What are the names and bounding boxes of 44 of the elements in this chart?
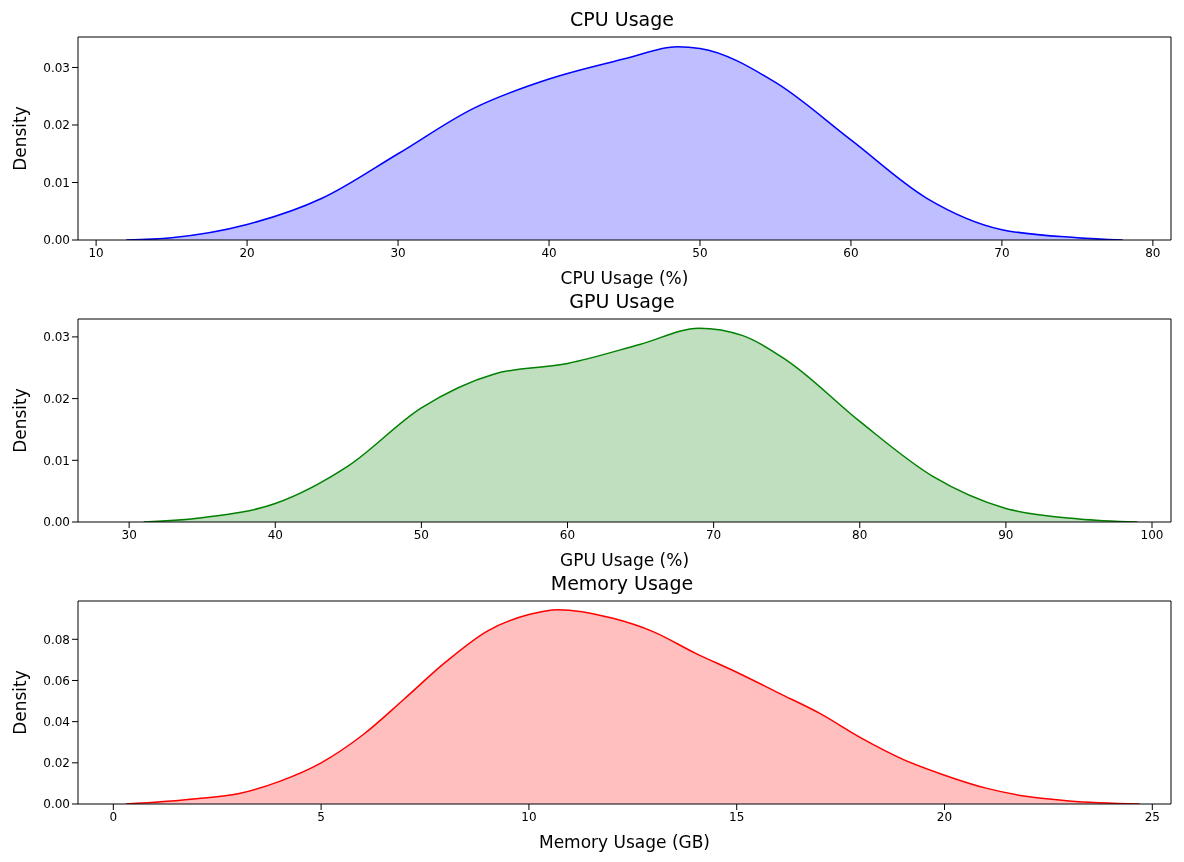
- y-axis-title: Density: [10, 670, 31, 735]
- y-tick-label: 0.03: [43, 60, 70, 75]
- x-tick-label: 20: [936, 809, 953, 824]
- x-tick-label: 10: [521, 809, 537, 824]
- chart-title: GPU Usage: [568, 290, 676, 314]
- y-tick-label: 0.01: [43, 175, 70, 190]
- x-tick-label: 10: [88, 245, 104, 260]
- x-axis-title: GPU Usage (%): [559, 550, 690, 570]
- x-tick-label: 70: [705, 527, 722, 542]
- x-tick-label: 50: [692, 245, 708, 260]
- x-tick-label: 0: [109, 809, 118, 824]
- x-tick-label: 30: [390, 245, 406, 260]
- x-tick-label: 25: [1144, 809, 1160, 824]
- y-tick-label: 0.00: [43, 233, 70, 248]
- x-tick-label: 80: [852, 527, 868, 542]
- x-tick-label: 5: [317, 809, 325, 824]
- x-axis-title: Memory Usage (GB): [538, 832, 711, 852]
- y-tick-label: 0.08: [43, 632, 70, 647]
- x-tick-label: 40: [267, 527, 283, 542]
- y-tick-label: 0.04: [43, 714, 70, 729]
- chart-title: Memory Usage: [549, 572, 695, 596]
- y-tick-label: 0.06: [43, 673, 70, 688]
- y-axis-title: Density: [10, 388, 31, 453]
- x-tick-label: 15: [729, 809, 745, 824]
- y-tick-label: 0.00: [43, 515, 70, 530]
- x-tick-label: 60: [843, 245, 859, 260]
- y-tick-label: 0.00: [43, 797, 70, 812]
- x-tick-label: 80: [1145, 245, 1161, 260]
- y-tick-label: 0.02: [43, 756, 70, 771]
- x-tick-label: 100: [1140, 527, 1164, 542]
- chart-title: CPU Usage: [569, 8, 675, 32]
- x-tick-label: 30: [121, 527, 137, 542]
- y-tick-label: 0.02: [43, 391, 70, 406]
- x-tick-label: 60: [559, 527, 576, 542]
- y-axis-title: Density: [10, 106, 31, 171]
- x-tick-label: 40: [541, 245, 557, 260]
- x-tick-label: 90: [998, 527, 1014, 542]
- x-axis-title: CPU Usage (%): [560, 268, 689, 288]
- x-tick-label: 20: [239, 245, 255, 260]
- x-tick-label: 70: [994, 245, 1010, 260]
- y-tick-label: 0.03: [43, 330, 70, 345]
- y-tick-label: 0.02: [43, 118, 70, 133]
- y-tick-label: 0.01: [43, 453, 70, 468]
- x-tick-label: 50: [413, 527, 430, 542]
